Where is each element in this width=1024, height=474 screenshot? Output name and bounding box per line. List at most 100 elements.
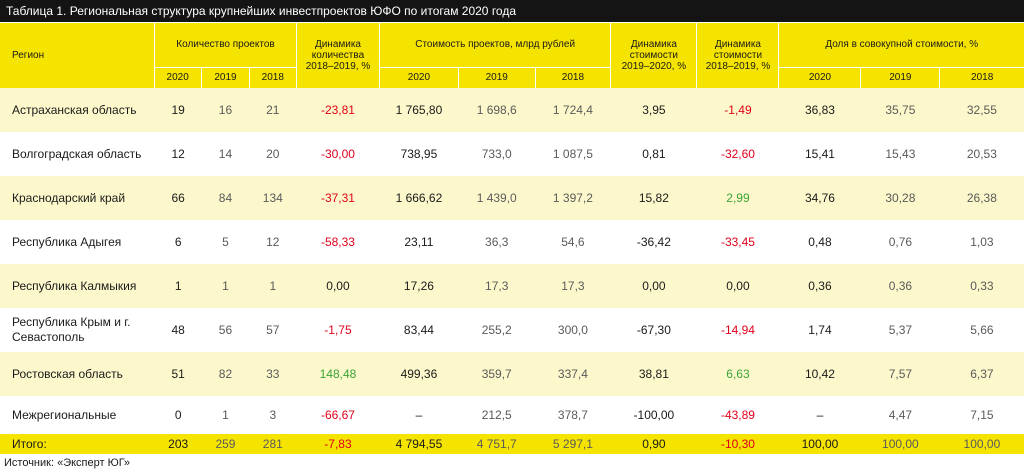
cell-count-2020: 203 (154, 434, 202, 454)
cell-count-2018: 21 (249, 88, 297, 132)
cell-count-2018: 12 (249, 220, 297, 264)
cell-share-2019: 0,76 (860, 220, 940, 264)
cell-cost-2019: 1 439,0 (458, 176, 536, 220)
cell-cost-2020: – (379, 396, 459, 434)
cell-cost-dynamics-2: 6,63 (696, 352, 779, 396)
cell-share-2019: 4,47 (860, 396, 940, 434)
cell-share-2019: 100,00 (860, 434, 940, 454)
header-year: 2019 (201, 66, 250, 88)
cell-region: Ростовская область (0, 352, 155, 396)
header-cost-group: Стоимость проектов, млрд рублей (378, 23, 611, 67)
cell-share-2020: 36,83 (778, 88, 861, 132)
table-row: Республика Крым и г. Севастополь 48 56 5… (0, 308, 1024, 352)
cell-cost-dynamics-1: 0,00 (610, 264, 697, 308)
header-year: 2018 (939, 66, 1024, 88)
cell-share-2018: 100,00 (939, 434, 1024, 454)
cell-cost-dynamics-2: -43,89 (696, 396, 779, 434)
cell-count-2019: 1 (201, 264, 250, 308)
header-cost-dynamics-2018-2019: Динамика стоимости 2018–2019, % (696, 23, 779, 88)
cell-share-2020: 10,42 (778, 352, 861, 396)
cell-cost-2020: 738,95 (379, 132, 459, 176)
cell-cost-2018: 337,4 (535, 352, 611, 396)
cell-cost-dynamics-1: 0,81 (610, 132, 697, 176)
cell-share-2020: – (778, 396, 861, 434)
cell-count-2019: 82 (201, 352, 250, 396)
table-row: Краснодарский край 66 84 134 -37,31 1 66… (0, 176, 1024, 220)
cell-share-2018: 26,38 (939, 176, 1024, 220)
cell-cost-2019: 1 698,6 (458, 88, 536, 132)
cell-cost-2019: 36,3 (458, 220, 536, 264)
cell-region: Волгоградская область (0, 132, 155, 176)
cell-share-2020: 1,74 (778, 308, 861, 352)
header-region: Регион (0, 23, 155, 88)
cell-share-2018: 6,37 (939, 352, 1024, 396)
cell-share-2020: 0,36 (778, 264, 861, 308)
cell-count-2019: 56 (201, 308, 250, 352)
cell-count-dynamics: -23,81 (296, 88, 380, 132)
cell-share-2018: 7,15 (939, 396, 1024, 434)
header-year: 2020 (778, 66, 861, 88)
cell-share-2019: 0,36 (860, 264, 940, 308)
table-footer: Итого: 203 259 281 -7,83 4 794,55 4 751,… (0, 434, 1024, 454)
cell-cost-dynamics-1: -67,30 (610, 308, 697, 352)
cell-cost-2018: 5 297,1 (535, 434, 611, 454)
cell-count-2020: 1 (154, 264, 202, 308)
cell-count-dynamics: -30,00 (296, 132, 380, 176)
cell-cost-2018: 1 397,2 (535, 176, 611, 220)
cell-share-2020: 0,48 (778, 220, 861, 264)
cell-cost-2018: 17,3 (535, 264, 611, 308)
source-note: Источник: «Эксперт ЮГ» (4, 457, 131, 469)
cell-count-2019: 5 (201, 220, 250, 264)
cell-count-dynamics: -7,83 (296, 434, 380, 454)
cell-region: Краснодарский край (0, 176, 155, 220)
header-year: 2018 (534, 66, 611, 88)
cell-cost-2018: 378,7 (535, 396, 611, 434)
cell-count-2019: 259 (201, 434, 250, 454)
cell-region: Межрегиональные (0, 396, 155, 434)
cell-count-2019: 1 (201, 396, 250, 434)
cell-share-2019: 7,57 (860, 352, 940, 396)
cell-count-dynamics: -1,75 (296, 308, 380, 352)
cell-region: Республика Адыгея (0, 220, 155, 264)
cell-share-2020: 34,76 (778, 176, 861, 220)
cell-region: Республика Крым и г. Севастополь (0, 308, 155, 352)
header-year: 2019 (457, 66, 536, 88)
cell-cost-2019: 733,0 (458, 132, 536, 176)
cell-count-2019: 84 (201, 176, 250, 220)
header-year: 2020 (379, 66, 459, 88)
investment-table: Регион Количество проектов Динамика коли… (0, 23, 1024, 454)
table-row: Республика Адыгея 6 5 12 -58,33 23,11 36… (0, 220, 1024, 264)
cell-cost-2019: 255,2 (458, 308, 536, 352)
cell-cost-dynamics-1: 38,81 (610, 352, 697, 396)
cell-count-2018: 281 (249, 434, 297, 454)
cell-cost-2020: 23,11 (379, 220, 459, 264)
cell-cost-2020: 1 765,80 (379, 88, 459, 132)
cell-count-2018: 33 (249, 352, 297, 396)
header-cost-dynamics-2019-2020: Динамика стоимости 2019–2020, % (610, 23, 697, 88)
total-row: Итого: 203 259 281 -7,83 4 794,55 4 751,… (0, 434, 1024, 454)
cell-cost-dynamics-1: 3,95 (610, 88, 697, 132)
cell-share-2019: 30,28 (860, 176, 940, 220)
header-share-group: Доля в совокупной стоимости, % (778, 23, 1024, 67)
table-row: Республика Калмыкия 1 1 1 0,00 17,26 17,… (0, 264, 1024, 308)
cell-share-2018: 1,03 (939, 220, 1024, 264)
cell-share-2019: 15,43 (860, 132, 940, 176)
cell-count-dynamics: 0,00 (296, 264, 380, 308)
table-header: Регион Количество проектов Динамика коли… (0, 23, 1024, 88)
cell-share-2020: 15,41 (778, 132, 861, 176)
header-year: 2020 (154, 66, 202, 88)
cell-cost-2020: 17,26 (379, 264, 459, 308)
cell-cost-2018: 54,6 (535, 220, 611, 264)
cell-count-2018: 134 (249, 176, 297, 220)
cell-cost-2019: 4 751,7 (458, 434, 536, 454)
cell-share-2018: 20,53 (939, 132, 1024, 176)
cell-cost-2018: 1 087,5 (535, 132, 611, 176)
header-year: 2018 (248, 66, 297, 88)
cell-cost-dynamics-2: -10,30 (696, 434, 779, 454)
cell-total-label: Итого: (0, 434, 155, 454)
cell-count-2018: 20 (249, 132, 297, 176)
cell-count-2020: 6 (154, 220, 202, 264)
cell-count-dynamics: -37,31 (296, 176, 380, 220)
cell-share-2019: 35,75 (860, 88, 940, 132)
cell-count-dynamics: 148,48 (296, 352, 380, 396)
